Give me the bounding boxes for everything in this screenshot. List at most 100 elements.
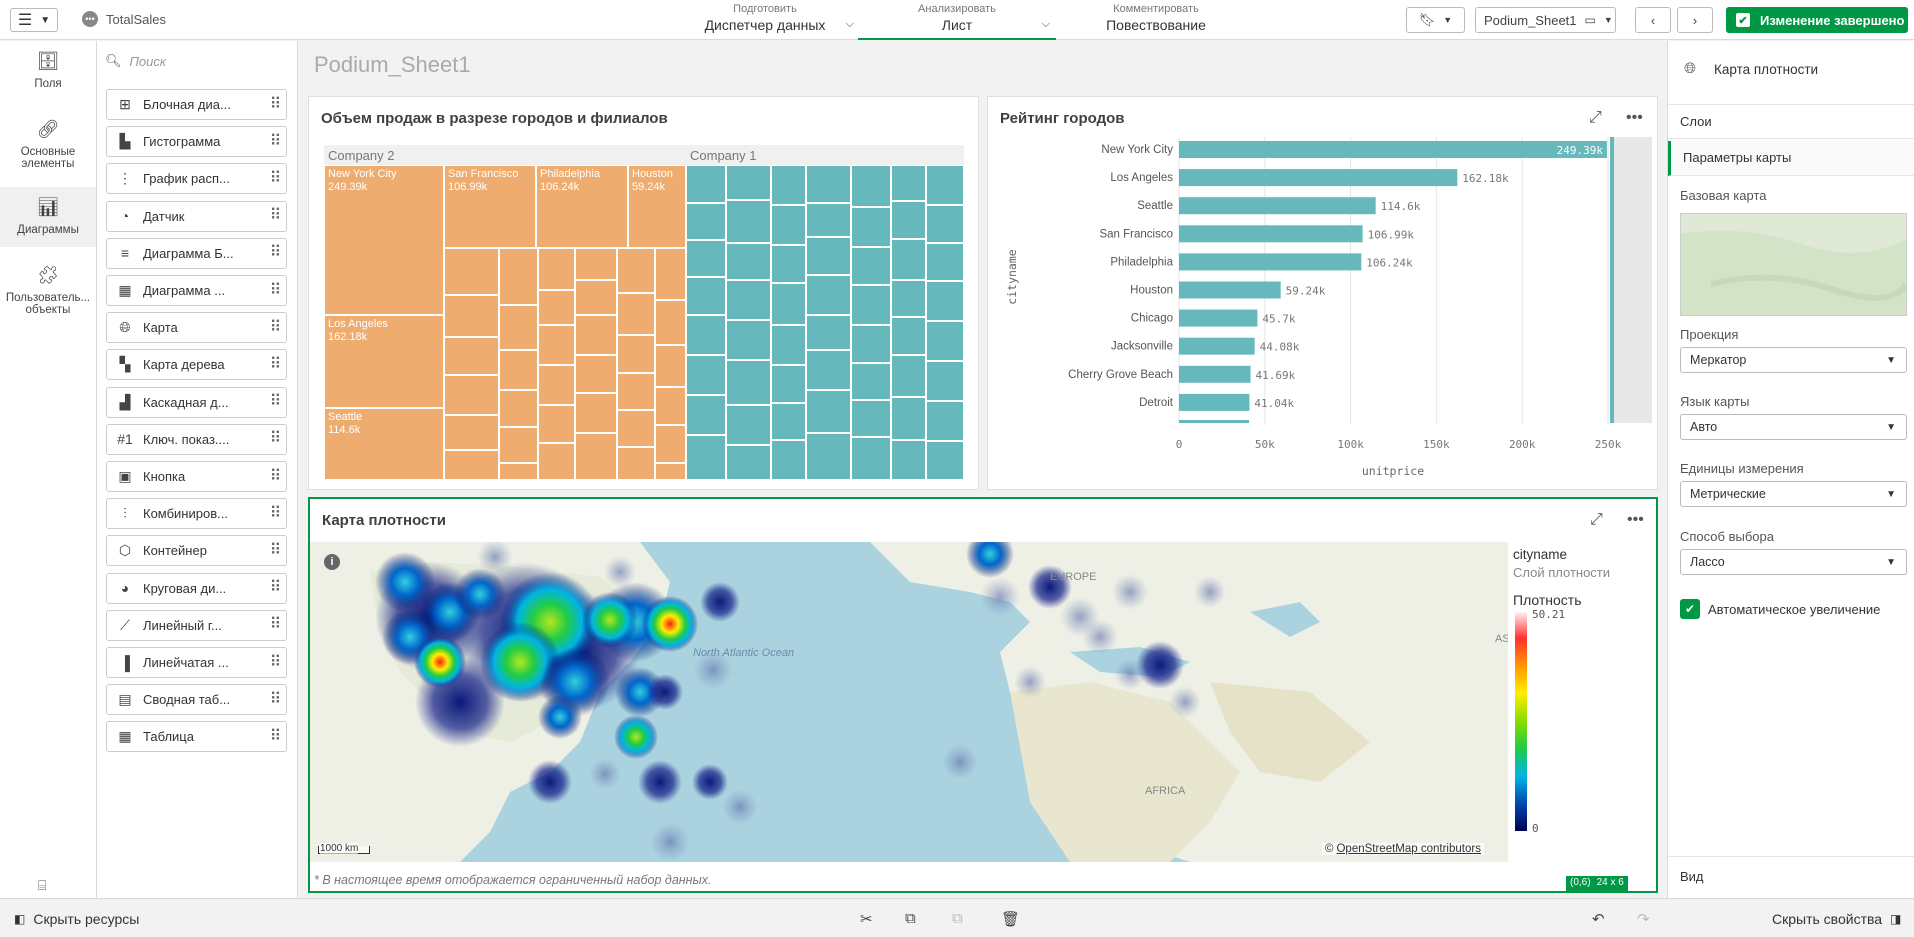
treemap-tile[interactable] (575, 280, 617, 315)
barchart-card[interactable]: Рейтинг городов ⤢ ••• 0 50k 100k 150k 200k 25… (987, 96, 1658, 490)
treemap-tile[interactable] (655, 300, 686, 345)
treemap-tile[interactable] (771, 403, 806, 440)
treemap-tile[interactable] (686, 277, 726, 315)
treemap-tile[interactable] (926, 321, 964, 361)
drag-handle-icon[interactable]: ⠿ (269, 169, 282, 187)
redo-icon[interactable]: ↷ (1637, 911, 1650, 928)
asset-item[interactable]: ⋮ График расп... ⠿ (106, 163, 287, 195)
treemap-tile[interactable] (771, 205, 806, 245)
treemap-tile[interactable] (686, 355, 726, 395)
drag-handle-icon[interactable]: ⠿ (269, 95, 282, 113)
hide-assets-button[interactable]: ◧ Скрыть ресурсы (14, 911, 139, 927)
treemap-tile[interactable] (444, 337, 499, 375)
treemap-tile[interactable] (771, 283, 806, 325)
nav-charts[interactable]: 📊︎ Диаграммы (0, 187, 96, 247)
heatmap-card[interactable]: Карта плотности ⤢ ••• (308, 497, 1658, 893)
treemap-tile[interactable] (444, 295, 499, 337)
treemap-tile[interactable] (499, 427, 538, 463)
treemap-tile[interactable] (655, 463, 686, 480)
asset-item[interactable]: ▚ Карта дерева ⠿ (106, 349, 287, 381)
more-icon[interactable]: ••• (1627, 511, 1644, 528)
treemap-tile[interactable] (686, 203, 726, 240)
done-editing-button[interactable]: ✔ Изменение завершено (1726, 7, 1908, 33)
treemap-tile[interactable] (851, 285, 891, 325)
treemap-tile[interactable]: Seattle 114.6k (324, 408, 444, 480)
asset-item[interactable]: ◕ Круговая ди... ⠿ (106, 572, 287, 604)
treemap-tile[interactable] (891, 355, 926, 397)
treemap-tile[interactable] (686, 395, 726, 435)
treemap-tile[interactable] (771, 440, 806, 480)
step-narrate[interactable]: Комментировать Повествование (1085, 3, 1227, 40)
treemap-tile[interactable] (891, 201, 926, 239)
treemap-tile[interactable] (575, 248, 617, 280)
treemap-tile[interactable] (926, 165, 964, 205)
asset-item[interactable]: ▐ Линейчатая ... ⠿ (106, 647, 287, 678)
expand-icon[interactable]: ⤢ (1590, 511, 1603, 528)
treemap-tile[interactable] (575, 433, 617, 480)
treemap-tile[interactable] (926, 441, 964, 480)
nav-fields[interactable]: 🗄︎ Поля (0, 41, 96, 101)
drag-handle-icon[interactable]: ⠿ (269, 132, 282, 150)
treemap-tile[interactable] (851, 325, 891, 363)
bar[interactable] (1179, 281, 1281, 299)
treemap-tile[interactable] (926, 281, 964, 321)
treemap-tile[interactable] (538, 405, 575, 443)
asset-item[interactable]: ▦ Диаграмма ... ⠿ (106, 275, 287, 306)
treemap-tile[interactable] (771, 165, 806, 205)
drag-handle-icon[interactable]: ⠿ (269, 318, 282, 336)
treemap-tile[interactable] (655, 387, 686, 425)
treemap-tile[interactable] (726, 445, 771, 480)
treemap-tile[interactable]: Philadelphia 106.24k (536, 165, 628, 248)
treemap-tile[interactable] (851, 207, 891, 247)
drag-handle-icon[interactable]: ⠿ (269, 616, 282, 634)
treemap-tile[interactable] (891, 440, 926, 480)
asset-item[interactable]: 🌐︎ Карта ⠿ (106, 312, 287, 344)
drag-handle-icon[interactable]: ⠿ (269, 281, 282, 299)
treemap-tile[interactable]: San Francisco 106.99k (444, 165, 536, 248)
asset-item[interactable]: ◔ Датчик ⠿ (106, 200, 287, 232)
treemap-tile[interactable] (538, 365, 575, 405)
app-name[interactable]: ••• TotalSales (82, 11, 166, 27)
treemap-tile[interactable] (926, 205, 964, 243)
osm-link[interactable]: OpenStreetMap contributors (1336, 843, 1481, 855)
treemap-tile[interactable] (806, 165, 851, 203)
treemap-tile[interactable] (499, 305, 538, 350)
copy-icon[interactable]: ⧉ (905, 910, 916, 927)
treemap-tile[interactable] (444, 248, 499, 295)
nav-custom-objects[interactable]: 🧩︎ Пользователь... объекты (0, 255, 96, 331)
treemap-tile[interactable] (499, 350, 538, 390)
treemap-tile[interactable] (655, 345, 686, 387)
treemap-tile[interactable] (499, 390, 538, 427)
asset-item[interactable]: ≡ Диаграмма Б... ⠿ (106, 237, 287, 269)
treemap-tile[interactable] (575, 315, 617, 355)
treemap-tile[interactable] (538, 248, 575, 290)
previous-sheet-button[interactable]: ‹ (1635, 7, 1671, 33)
treemap-tile[interactable] (926, 361, 964, 401)
treemap-tile[interactable] (726, 243, 771, 280)
asset-item[interactable]: ▣ Кнопка ⠿ (106, 461, 287, 492)
sheet-selector[interactable]: Podium_Sheet1 ▭ ▼ (1475, 7, 1616, 33)
variables-icon[interactable]: ⌸ (38, 877, 47, 893)
treemap-tile[interactable] (686, 435, 726, 480)
expand-icon[interactable]: ⤢ (1589, 109, 1602, 126)
chevron-down-icon[interactable]: ⌵ (1041, 18, 1050, 30)
treemap-tile[interactable] (726, 280, 771, 320)
map-settings-section[interactable]: Параметры карты (1668, 141, 1914, 176)
paste-icon[interactable]: ⧉ (952, 910, 963, 927)
global-menu-button[interactable]: ☰ ▼ (10, 8, 58, 32)
treemap-tile[interactable] (617, 447, 655, 480)
delete-icon[interactable]: 🗑︎ (1001, 911, 1021, 928)
projection-select[interactable]: Меркатор ▼ (1680, 347, 1907, 373)
search-field[interactable]: 🔍︎ Поиск (105, 51, 285, 71)
treemap-tile[interactable] (726, 165, 771, 200)
treemap-tile[interactable] (499, 463, 538, 480)
bar[interactable] (1179, 337, 1255, 355)
drag-handle-icon[interactable]: ⠿ (269, 355, 282, 373)
asset-item[interactable]: ⫶ Комбиниров... ⠿ (106, 498, 287, 530)
treemap-tile[interactable] (891, 239, 926, 280)
treemap-tile[interactable] (617, 335, 655, 373)
treemap-tile[interactable] (806, 350, 851, 390)
autozoom-checkbox[interactable]: ✔ (1680, 599, 1700, 619)
treemap-tile[interactable] (926, 243, 964, 281)
treemap-tile[interactable] (891, 165, 926, 201)
